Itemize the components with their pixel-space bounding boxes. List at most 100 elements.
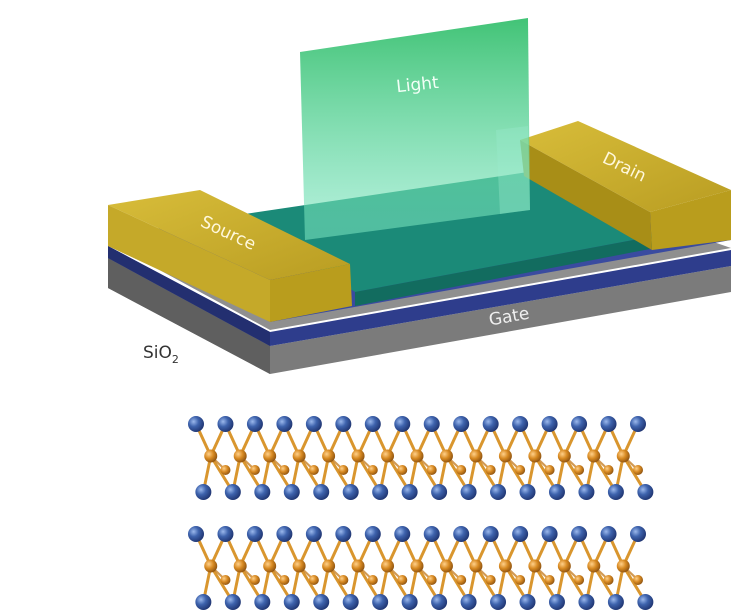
chalcogen-atom	[283, 594, 300, 610]
chalcogen-atom	[630, 416, 646, 432]
chalcogen-atom	[195, 594, 212, 610]
metal-atom	[544, 575, 555, 585]
metal-atom	[351, 449, 365, 463]
metal-atom	[338, 465, 349, 475]
chalcogen-atom	[372, 484, 389, 500]
chalcogen-atom	[607, 594, 624, 610]
lattice-atoms	[188, 416, 654, 500]
drain-electrode-front	[650, 190, 731, 250]
chalcogen-atom	[246, 526, 263, 542]
chalcogen-atom	[460, 484, 477, 500]
chalcogen-atom	[578, 594, 595, 610]
chalcogen-atom	[460, 594, 477, 610]
metal-atom	[587, 559, 601, 573]
chalcogen-atom	[548, 484, 565, 500]
chalcogen-atom	[188, 526, 204, 542]
chalcogen-atom	[276, 416, 293, 432]
chalcogen-atom	[195, 484, 212, 500]
chalcogen-atom	[188, 416, 204, 432]
metal-atom	[574, 465, 585, 475]
metal-atom	[292, 449, 306, 463]
dielectric-side	[108, 246, 270, 346]
gate-substrate-side	[108, 258, 270, 374]
metal-atom	[439, 559, 453, 573]
drain-electrode-side	[520, 140, 652, 250]
substrate-label: SiO2	[143, 343, 179, 366]
metal-atom	[587, 449, 601, 463]
lattice-atoms	[188, 526, 654, 610]
chalcogen-atom	[630, 526, 646, 542]
metal-atom	[204, 559, 218, 573]
chalcogen-atom	[600, 416, 617, 432]
metal-atom	[322, 559, 336, 573]
chalcogen-atom	[224, 594, 241, 610]
chalcogen-atom	[519, 594, 536, 610]
metal-atom	[410, 449, 424, 463]
chalcogen-atom	[571, 416, 588, 432]
metal-atom	[469, 449, 483, 463]
metal-atom	[485, 575, 496, 585]
chalcogen-atom	[254, 484, 271, 500]
chalcogen-atom	[364, 416, 381, 432]
metal-atom	[616, 559, 630, 573]
metal-atom	[469, 559, 483, 573]
metal-atom	[633, 575, 643, 585]
lattice-layer	[188, 526, 654, 610]
metal-atom	[233, 449, 247, 463]
device-stack: Light Drain Source Gate SiO2	[108, 18, 731, 374]
metal-atom	[367, 575, 378, 585]
chalcogen-atom	[423, 416, 440, 432]
metal-atom	[233, 559, 247, 573]
chalcogen-atom	[541, 416, 558, 432]
chalcogen-atom	[283, 484, 300, 500]
chalcogen-atom	[490, 484, 507, 500]
chalcogen-atom	[423, 526, 440, 542]
chalcogen-atom	[217, 416, 234, 432]
lattice-layer	[188, 416, 654, 500]
drain-electrode-top	[520, 121, 731, 212]
metal-atom	[544, 465, 555, 475]
chalcogen-atom	[305, 526, 322, 542]
chalcogen-atom	[600, 526, 617, 542]
substrate-label-main: SiO	[143, 343, 172, 363]
chalcogen-atom	[276, 526, 293, 542]
chalcogen-atom	[335, 526, 352, 542]
chalcogen-atom	[431, 484, 448, 500]
metal-atom	[603, 465, 614, 475]
metal-atom	[263, 449, 277, 463]
chalcogen-atom	[224, 484, 241, 500]
metal-atom	[426, 575, 437, 585]
chalcogen-atom	[571, 526, 588, 542]
chalcogen-atom	[394, 416, 411, 432]
metal-atom	[308, 465, 319, 475]
chalcogen-atom	[453, 416, 470, 432]
metal-atom	[456, 465, 467, 475]
metal-atom	[308, 575, 319, 585]
chalcogen-atom	[512, 526, 529, 542]
metal-atom	[498, 449, 512, 463]
metal-atom	[574, 575, 585, 585]
metal-atom	[498, 559, 512, 573]
metal-atom	[485, 465, 496, 475]
metal-atom	[528, 449, 542, 463]
chalcogen-atom	[313, 484, 330, 500]
metal-atom	[204, 449, 218, 463]
metal-atom	[426, 465, 437, 475]
chalcogen-atom	[217, 526, 234, 542]
chalcogen-atom	[401, 594, 418, 610]
source-electrode-front	[270, 264, 352, 322]
metal-atom	[515, 465, 526, 475]
chalcogen-atom	[401, 484, 418, 500]
channel-front	[355, 236, 655, 306]
metal-atom	[338, 575, 349, 585]
metal-atom	[397, 465, 408, 475]
metal-atom	[263, 559, 277, 573]
metal-atom	[515, 575, 526, 585]
chalcogen-atom	[394, 526, 411, 542]
source-electrode-top	[108, 190, 350, 280]
chalcogen-atom	[578, 484, 595, 500]
metal-atom	[220, 575, 231, 585]
metal-atom	[322, 449, 336, 463]
chalcogen-atom	[246, 416, 263, 432]
